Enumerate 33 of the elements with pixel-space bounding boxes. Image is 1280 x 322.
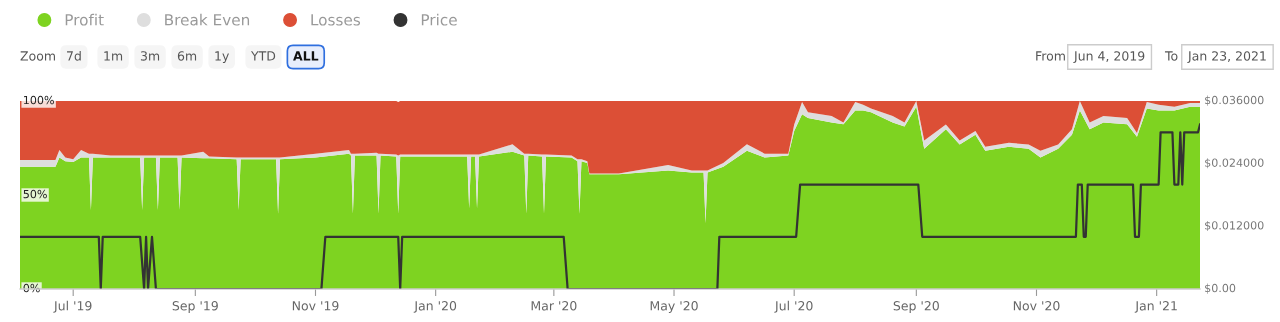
text: 7d [67, 50, 81, 61]
x-tick-label: Jan '21 [1134, 301, 1177, 313]
legend-label: Break Even [165, 13, 250, 26]
text: Zoom [20, 51, 55, 61]
y2-tick-label: $0.024000 [1205, 158, 1264, 169]
x-tick-label: Nov '20 [1013, 301, 1060, 311]
x-tick-label: Sep '19 [172, 301, 218, 313]
legend-label: Profit [65, 13, 104, 26]
x-tick-label: Nov '19 [292, 301, 339, 311]
text: YTD [250, 51, 276, 61]
text: ALL [293, 51, 319, 61]
x-tick-label: Mar '20 [531, 301, 577, 311]
text: 1m [104, 51, 123, 61]
legend-label: Losses [311, 14, 361, 26]
text: To [1164, 51, 1178, 61]
x-tick-label: Jul '19 [53, 300, 92, 313]
text: Jan 23, 2021 [1187, 51, 1266, 63]
y2-tick-label: $0.00 [1205, 283, 1236, 294]
text: 1y [215, 51, 229, 64]
y2-tick-label: $0.012000 [1205, 220, 1264, 232]
y-tick-label: 50% [23, 189, 47, 199]
legend-label: Price [421, 13, 457, 26]
x-tick-label: May '20 [650, 301, 698, 313]
text: 3m [140, 51, 160, 61]
text: From [1036, 51, 1065, 61]
text: Jun 4, 2019 [1073, 51, 1145, 63]
x-tick-label: Jan '20 [413, 301, 457, 313]
y2-tick-label: $0.036000 [1205, 95, 1264, 106]
x-tick-label: Jul '20 [774, 300, 813, 313]
x-tick-label: Sep '20 [893, 301, 939, 313]
y-tick-label: 100% [24, 95, 54, 105]
y-tick-label: 0% [23, 283, 40, 293]
text: 6m [177, 51, 197, 61]
